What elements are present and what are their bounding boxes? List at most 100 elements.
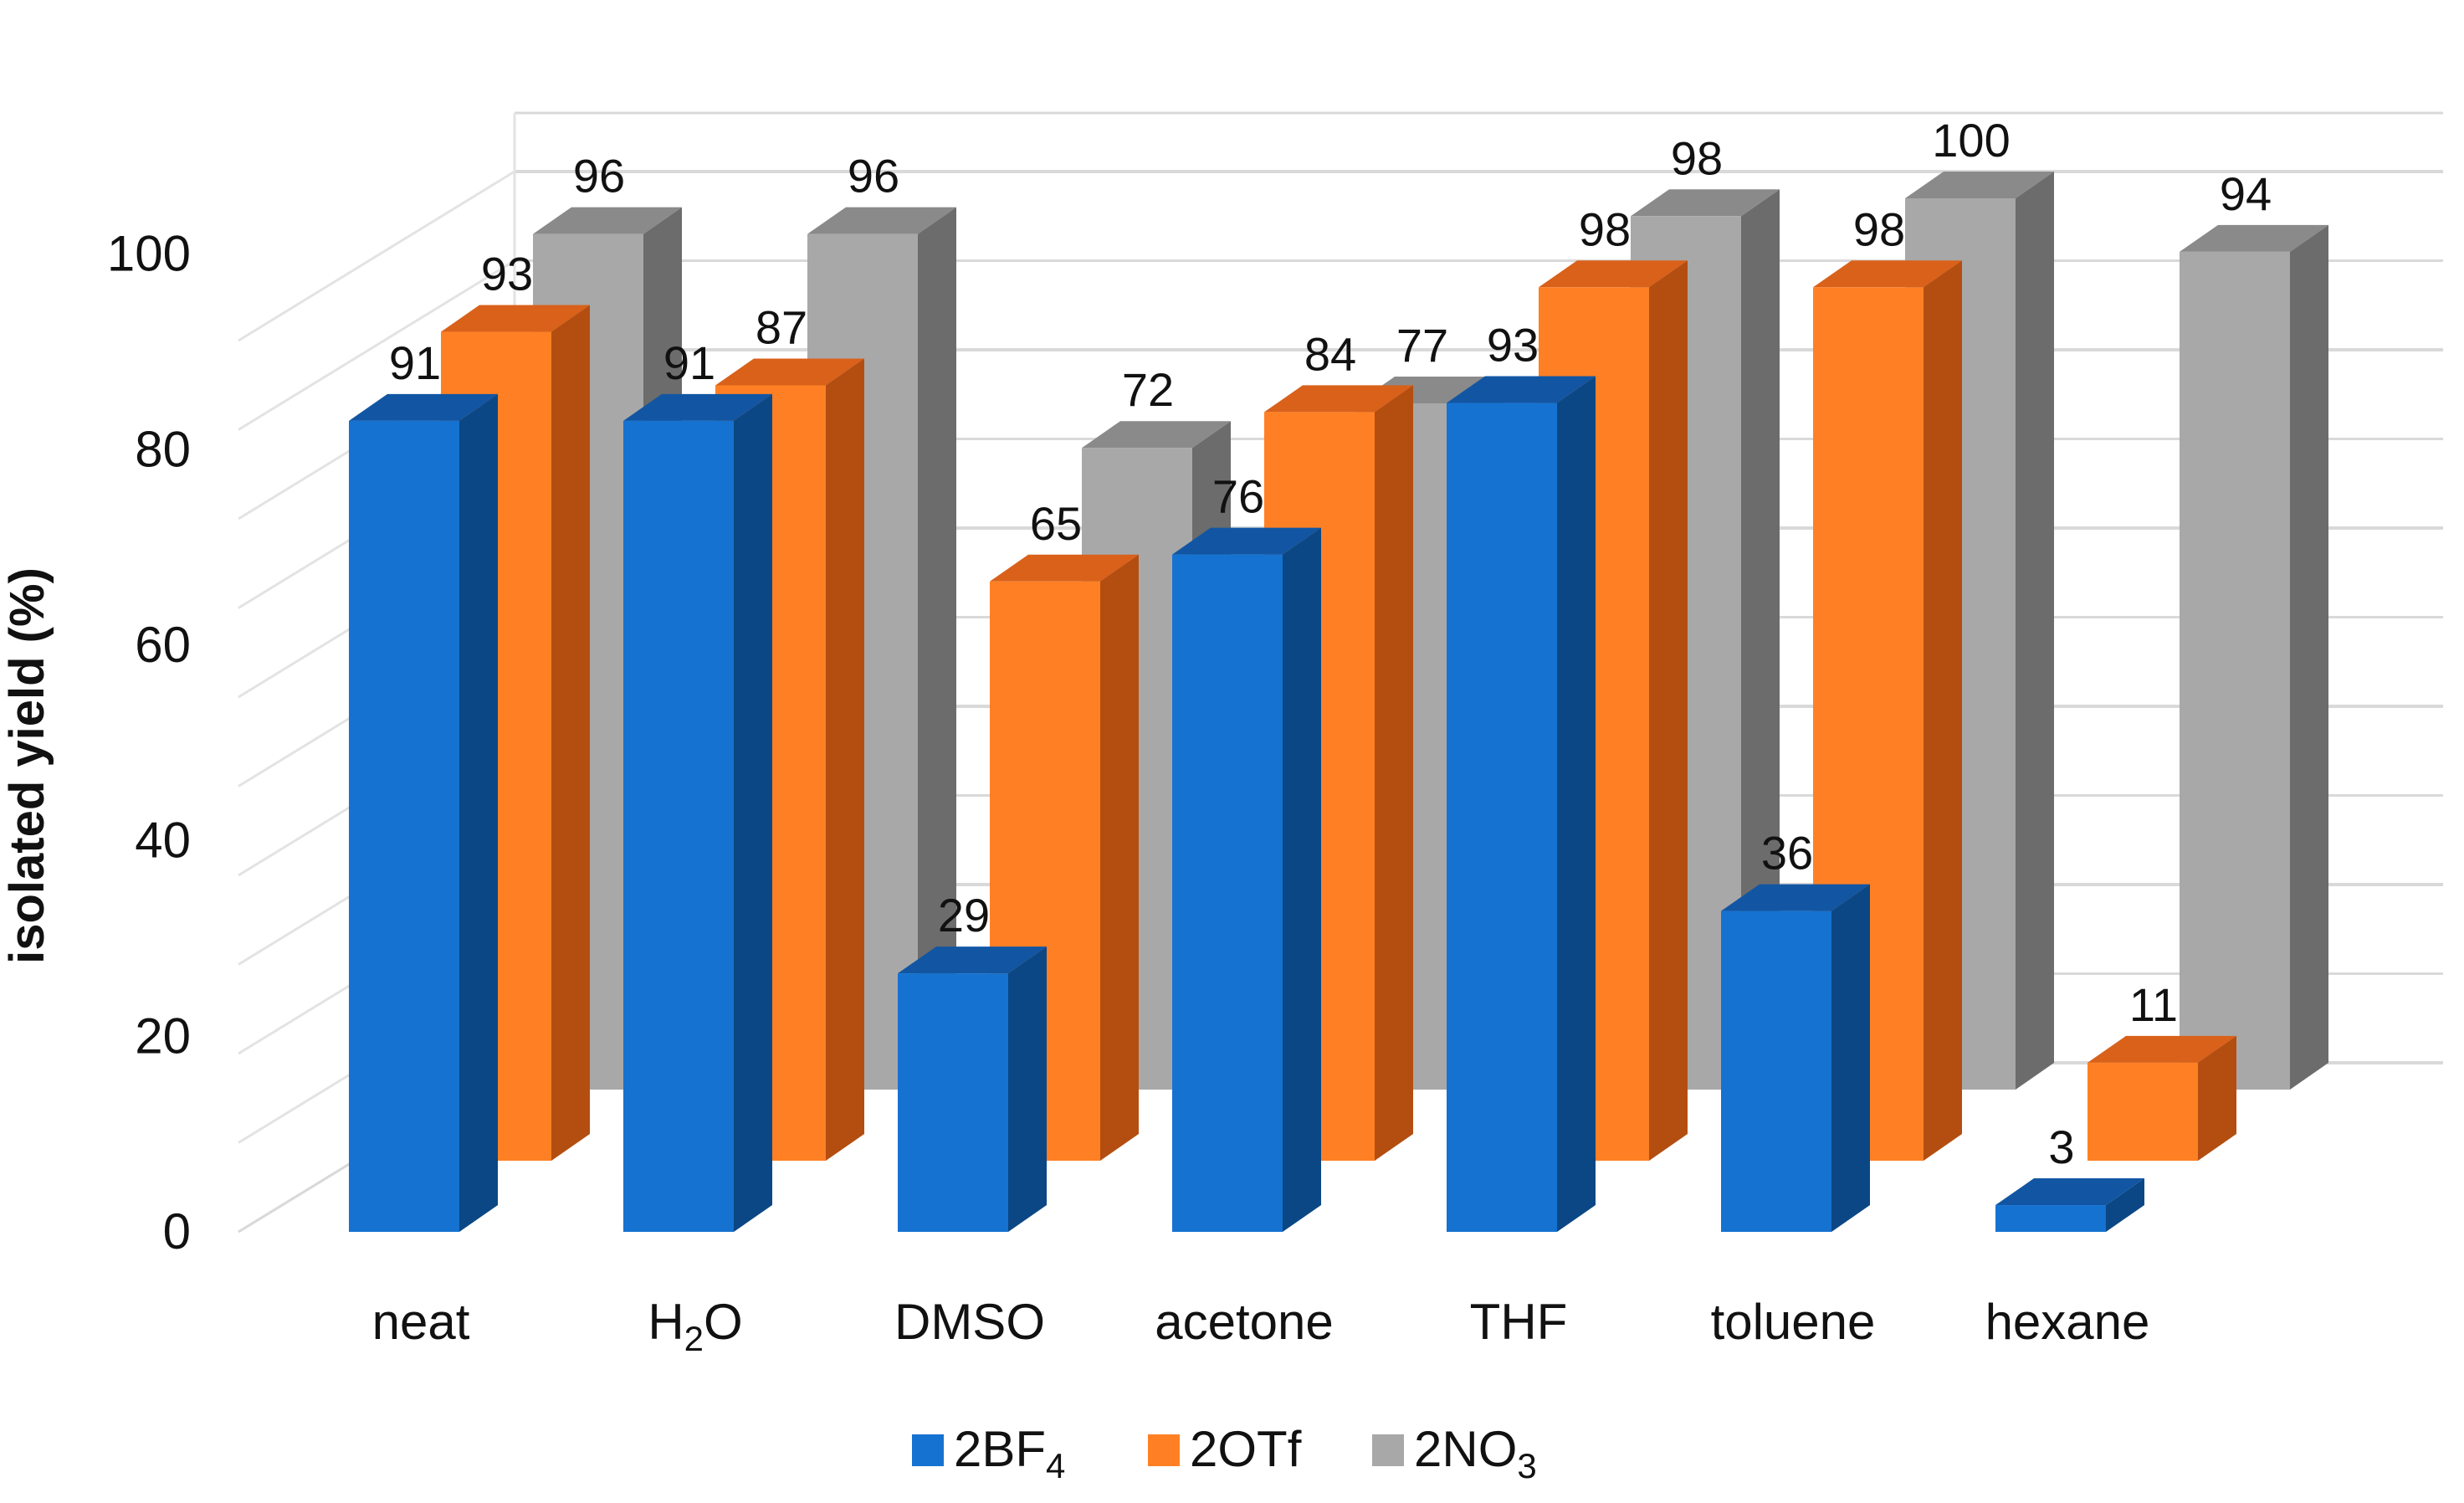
bar-side — [1649, 260, 1688, 1161]
bar-side — [459, 393, 498, 1233]
y-tick-label: 100 — [107, 226, 191, 282]
bar-side — [1741, 189, 1780, 1090]
legend: 2BF4 2OTf 2NO3 — [912, 1421, 1537, 1485]
y-axis-ticks: 0 20 40 60 80 100 — [107, 226, 191, 1259]
gridline-side — [238, 170, 515, 342]
bar-side — [2016, 172, 2054, 1090]
bar-side — [551, 305, 590, 1161]
bar-front — [1447, 403, 1557, 1232]
bar-side — [1375, 385, 1413, 1161]
data-label: 93 — [481, 248, 533, 300]
bar-2NO3-hexane — [2180, 224, 2328, 1090]
bar-top — [623, 393, 772, 421]
bar-front — [349, 420, 459, 1233]
gridline-side — [238, 259, 515, 431]
x-category-label: THF — [1470, 1294, 1568, 1350]
bar-top — [990, 554, 1139, 582]
data-label: 36 — [1761, 827, 1813, 880]
x-category-label: acetone — [1155, 1294, 1334, 1350]
data-label: 11 — [2129, 978, 2178, 1031]
legend-swatch — [912, 1434, 944, 1466]
data-label: 98 — [1579, 203, 1631, 255]
bar-2BF4-DMSO — [898, 946, 1047, 1232]
bar-top — [2180, 224, 2328, 252]
data-label: 91 — [663, 336, 715, 389]
x-category-label: hexane — [1985, 1294, 2150, 1350]
bar-front — [623, 420, 734, 1233]
bar-top — [807, 207, 956, 234]
x-category-label: H2O — [648, 1294, 742, 1358]
y-tick-label: 60 — [135, 617, 191, 673]
legend-label: 2NO3 — [1414, 1421, 1537, 1485]
data-label: 76 — [1212, 470, 1264, 523]
bar-side — [1831, 884, 1870, 1232]
legend-swatch — [1148, 1434, 1180, 1466]
bar-side — [918, 207, 956, 1090]
bar-2BF4-toluene — [1721, 884, 1870, 1232]
legend-label: 2BF4 — [954, 1421, 1065, 1485]
bar-front — [1172, 554, 1283, 1232]
data-label: 84 — [1304, 327, 1356, 380]
legend-swatch — [1372, 1434, 1404, 1466]
data-label: 77 — [1396, 319, 1448, 372]
bar-2BF4-H2O — [623, 393, 772, 1233]
x-category-label: neat — [372, 1294, 470, 1350]
bar-side — [1283, 527, 1321, 1232]
bar-top — [2087, 1035, 2236, 1063]
bar-top — [1172, 527, 1321, 555]
bar-2BF4-acetone — [1172, 527, 1321, 1232]
y-tick-label: 40 — [135, 813, 191, 869]
bar-side — [2290, 224, 2328, 1090]
data-label: 100 — [1932, 114, 2010, 167]
y-axis-title: isolated yield (%) — [0, 567, 54, 964]
y-tick-label: 80 — [135, 421, 191, 477]
legend-label: 2OTf — [1190, 1421, 1302, 1477]
y-tick-label: 0 — [163, 1203, 191, 1259]
bar-top — [441, 305, 590, 332]
bar-side — [734, 393, 772, 1233]
bar-side — [826, 358, 864, 1161]
x-category-label: toluene — [1711, 1294, 1876, 1350]
bar-front — [898, 973, 1008, 1232]
data-label: 72 — [1122, 363, 1174, 416]
bar-top — [898, 946, 1047, 974]
bar-top — [1264, 385, 1413, 413]
data-label: 87 — [756, 300, 807, 353]
bar-2OTf-DMSO — [990, 554, 1139, 1161]
data-label: 98 — [1671, 131, 1723, 184]
y-tick-label: 20 — [135, 1008, 191, 1064]
bar-front — [2180, 251, 2290, 1090]
bar-side — [1100, 554, 1139, 1161]
bar-top — [1905, 172, 2054, 198]
bar-front — [1995, 1205, 2106, 1232]
bar-2BF4-THF — [1447, 376, 1596, 1232]
data-label: 98 — [1853, 203, 1905, 255]
bar-side — [2198, 1035, 2236, 1161]
bar-top — [533, 207, 682, 234]
bar-top — [1813, 260, 1962, 288]
bar-top — [1539, 260, 1688, 288]
bar-side — [2106, 1178, 2144, 1232]
data-label: 65 — [1030, 497, 1082, 550]
x-axis-categories: neat H2O DMSO acetone THF toluene hexane — [372, 1294, 2150, 1358]
data-label: 3 — [2048, 1121, 2074, 1173]
bar-top — [1447, 376, 1596, 403]
bar-2BF4-hexane — [1995, 1178, 2144, 1232]
data-label: 96 — [848, 150, 899, 203]
bar-side — [1008, 946, 1047, 1232]
bar-front — [1721, 911, 1831, 1232]
bar-top — [1995, 1178, 2144, 1206]
bar-top — [349, 393, 498, 421]
bars — [349, 172, 2328, 1233]
bar-side — [1924, 260, 1962, 1161]
bar-top — [1082, 421, 1231, 449]
data-label: 93 — [1487, 319, 1539, 372]
x-category-label: DMSO — [894, 1294, 1045, 1350]
bar-side — [1557, 376, 1596, 1232]
bar-2BF4-neat — [349, 393, 498, 1233]
data-labels: 96 96 72 77 98 100 94 93 87 65 84 98 98 11 91 91 29 76 93 3… — [389, 114, 2272, 1173]
data-label: 94 — [2220, 167, 2272, 220]
bar-front — [2087, 1062, 2198, 1161]
